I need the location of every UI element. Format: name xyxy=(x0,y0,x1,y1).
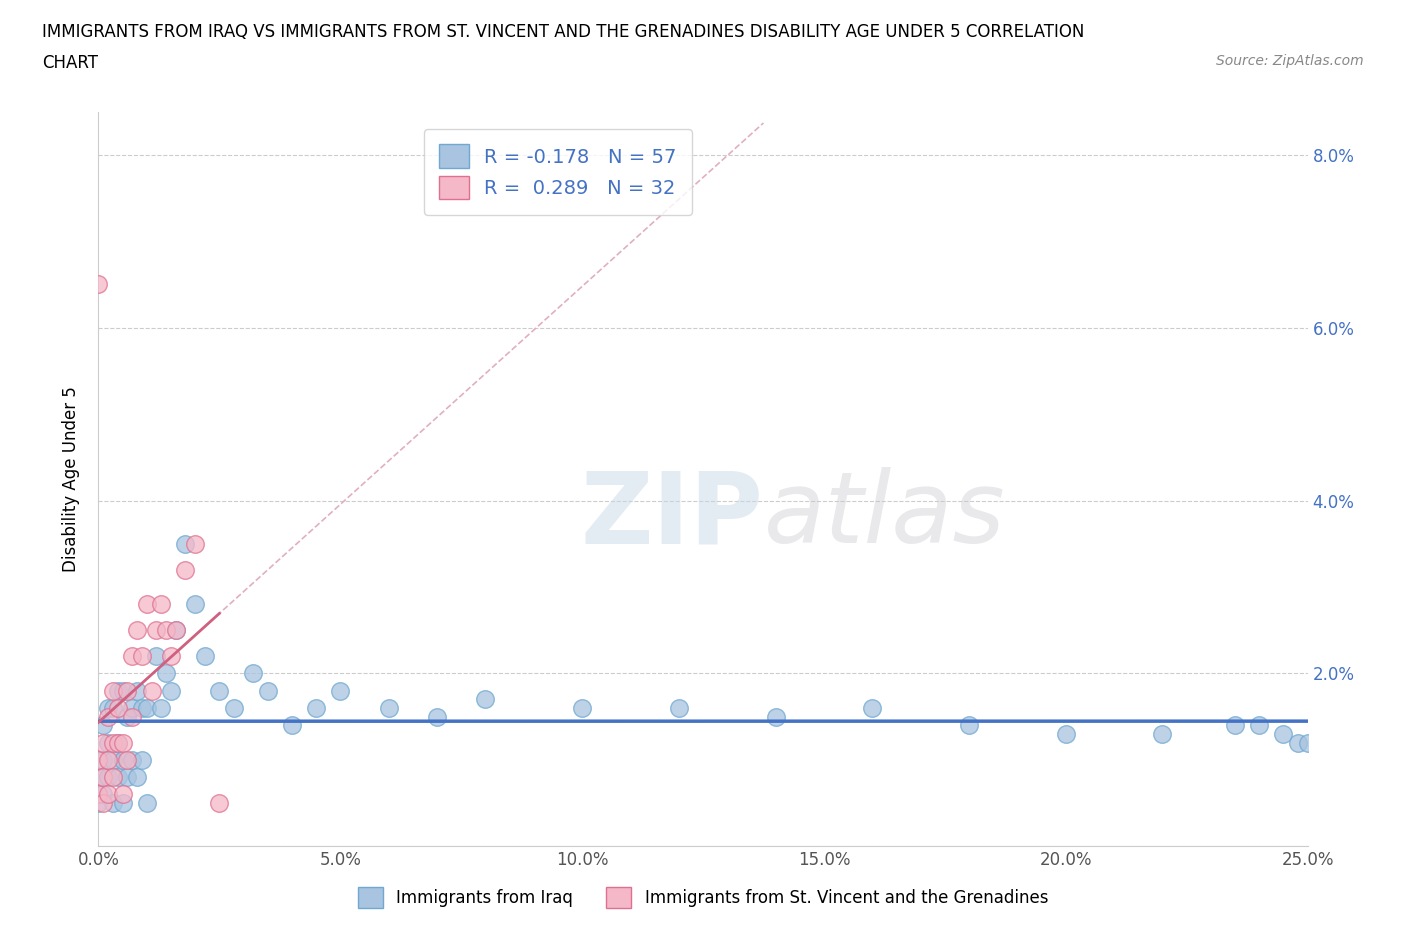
Text: Source: ZipAtlas.com: Source: ZipAtlas.com xyxy=(1216,54,1364,68)
Legend: R = -0.178   N = 57, R =  0.289   N = 32: R = -0.178 N = 57, R = 0.289 N = 32 xyxy=(423,128,692,215)
Point xyxy=(111,752,134,767)
Point xyxy=(1249,718,1271,733)
Point xyxy=(256,684,278,698)
Point xyxy=(135,700,157,715)
Point xyxy=(426,710,449,724)
Point xyxy=(117,684,139,698)
Point xyxy=(97,752,120,767)
Point xyxy=(135,597,157,612)
Point xyxy=(860,700,883,715)
Point xyxy=(101,700,124,715)
Text: atlas: atlas xyxy=(763,467,1005,565)
Point xyxy=(127,684,149,698)
Point xyxy=(111,796,134,811)
Point xyxy=(174,563,197,578)
Point xyxy=(208,796,231,811)
Point xyxy=(101,752,124,767)
Point xyxy=(127,623,149,638)
Legend: Immigrants from Iraq, Immigrants from St. Vincent and the Grenadines: Immigrants from Iraq, Immigrants from St… xyxy=(352,881,1054,914)
Point xyxy=(91,735,114,750)
Point xyxy=(97,700,120,715)
Point xyxy=(329,684,352,698)
Point xyxy=(87,752,110,767)
Point xyxy=(87,787,110,802)
Point xyxy=(474,692,496,707)
Point xyxy=(145,649,167,664)
Point xyxy=(1054,726,1077,741)
Point xyxy=(121,752,143,767)
Point xyxy=(145,623,167,638)
Point xyxy=(91,796,114,811)
Point xyxy=(117,710,139,724)
Point xyxy=(97,735,120,750)
Point xyxy=(117,770,139,785)
Point xyxy=(1286,735,1309,750)
Point xyxy=(155,623,177,638)
Point xyxy=(111,787,134,802)
Point xyxy=(117,752,139,767)
Point xyxy=(141,684,163,698)
Text: IMMIGRANTS FROM IRAQ VS IMMIGRANTS FROM ST. VINCENT AND THE GRENADINES DISABILIT: IMMIGRANTS FROM IRAQ VS IMMIGRANTS FROM … xyxy=(42,23,1084,41)
Point xyxy=(101,770,124,785)
Point xyxy=(165,623,187,638)
Point xyxy=(121,700,143,715)
Point xyxy=(91,770,114,785)
Text: ZIP: ZIP xyxy=(581,467,763,565)
Point xyxy=(107,735,129,750)
Point xyxy=(184,597,207,612)
Point xyxy=(1152,726,1174,741)
Point xyxy=(377,700,399,715)
Point xyxy=(281,718,304,733)
Point xyxy=(101,735,124,750)
Point xyxy=(111,684,134,698)
Point xyxy=(101,684,124,698)
Point xyxy=(222,700,245,715)
Point xyxy=(1223,718,1246,733)
Point xyxy=(107,700,129,715)
Y-axis label: Disability Age Under 5: Disability Age Under 5 xyxy=(62,386,80,572)
Point xyxy=(87,796,110,811)
Point xyxy=(155,666,177,681)
Point xyxy=(242,666,264,681)
Point xyxy=(121,649,143,664)
Point xyxy=(1296,735,1319,750)
Point xyxy=(97,710,120,724)
Point xyxy=(107,684,129,698)
Point xyxy=(131,752,153,767)
Point xyxy=(91,718,114,733)
Point xyxy=(131,700,153,715)
Point xyxy=(160,649,183,664)
Point xyxy=(87,770,110,785)
Point xyxy=(121,710,143,724)
Point xyxy=(184,537,207,551)
Point xyxy=(765,710,787,724)
Point xyxy=(160,684,183,698)
Point xyxy=(1272,726,1295,741)
Point xyxy=(957,718,980,733)
Point xyxy=(571,700,593,715)
Point xyxy=(101,796,124,811)
Point xyxy=(194,649,217,664)
Text: CHART: CHART xyxy=(42,54,98,72)
Point xyxy=(91,787,114,802)
Point xyxy=(107,770,129,785)
Point xyxy=(131,649,153,664)
Point xyxy=(668,700,690,715)
Point xyxy=(305,700,328,715)
Point xyxy=(165,623,187,638)
Point xyxy=(97,787,120,802)
Point xyxy=(135,796,157,811)
Point xyxy=(150,597,173,612)
Point xyxy=(150,700,173,715)
Point xyxy=(208,684,231,698)
Point xyxy=(107,735,129,750)
Point xyxy=(111,735,134,750)
Point xyxy=(91,752,114,767)
Point xyxy=(174,537,197,551)
Point xyxy=(87,277,110,292)
Point xyxy=(97,770,120,785)
Point xyxy=(127,770,149,785)
